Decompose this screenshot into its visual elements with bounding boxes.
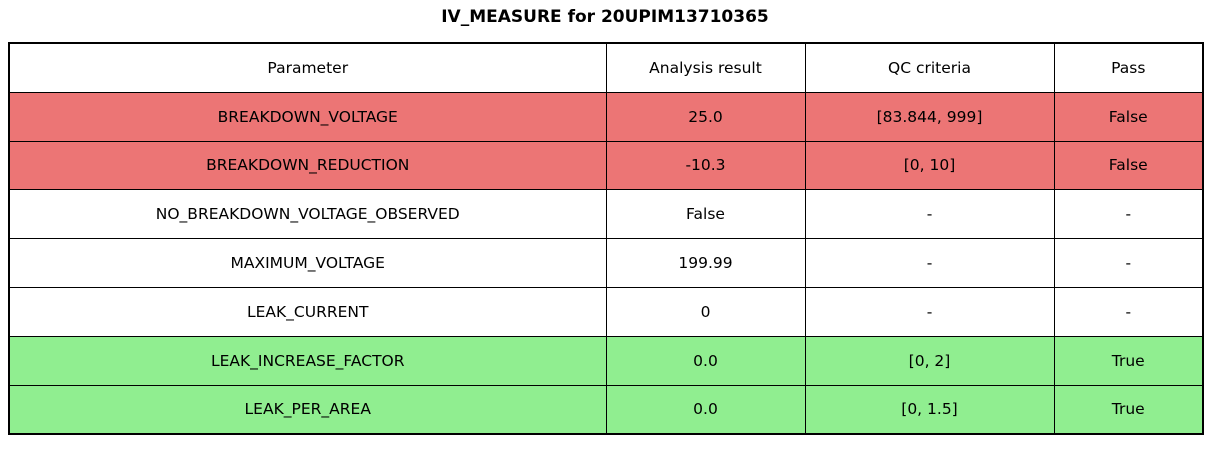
cell-analysis-result: 0.0 [605, 335, 806, 386]
cell-pass: False [1053, 140, 1204, 191]
cell-qc-criteria: [0, 10] [804, 140, 1055, 191]
table-row: NO_BREAKDOWN_VOLTAGE_OBSERVED False - - [8, 189, 1204, 240]
cell-pass: True [1053, 384, 1204, 435]
cell-pass: - [1053, 238, 1204, 288]
cell-qc-criteria: - [804, 238, 1055, 288]
cell-parameter: LEAK_CURRENT [8, 286, 607, 337]
cell-qc-criteria: [0, 2] [804, 335, 1055, 386]
cell-parameter: BREAKDOWN_VOLTAGE [8, 91, 607, 142]
cell-parameter: BREAKDOWN_REDUCTION [8, 140, 607, 191]
cell-pass: False [1053, 91, 1204, 142]
cell-parameter: MAXIMUM_VOLTAGE [8, 238, 607, 288]
column-header-qc-criteria: QC criteria [804, 42, 1055, 93]
cell-parameter: LEAK_PER_AREA [8, 384, 607, 435]
cell-qc-criteria: - [804, 189, 1055, 240]
cell-qc-criteria: [83.844, 999] [804, 91, 1055, 142]
table-row: LEAK_PER_AREA 0.0 [0, 1.5] True [8, 384, 1204, 435]
column-header-pass: Pass [1053, 42, 1204, 93]
cell-pass: - [1053, 189, 1204, 240]
cell-analysis-result: 0 [605, 286, 806, 337]
table-row: LEAK_CURRENT 0 - - [8, 286, 1204, 337]
column-header-parameter: Parameter [8, 42, 607, 93]
figure-title: IV_MEASURE for 20UPIM13710365 [441, 7, 769, 27]
cell-analysis-result: -10.3 [605, 140, 806, 191]
cell-analysis-result: 25.0 [605, 91, 806, 142]
cell-analysis-result: 0.0 [605, 384, 806, 435]
column-header-analysis-result: Analysis result [605, 42, 806, 93]
cell-qc-criteria: [0, 1.5] [804, 384, 1055, 435]
cell-pass: - [1053, 286, 1204, 337]
table-row: MAXIMUM_VOLTAGE 199.99 - - [8, 238, 1204, 288]
table-row: BREAKDOWN_VOLTAGE 25.0 [83.844, 999] Fal… [8, 91, 1204, 142]
header-row: Parameter Analysis result QC criteria Pa… [8, 42, 1204, 93]
table-row: LEAK_INCREASE_FACTOR 0.0 [0, 2] True [8, 335, 1204, 386]
table-row: BREAKDOWN_REDUCTION -10.3 [0, 10] False [8, 140, 1204, 191]
cell-qc-criteria: - [804, 286, 1055, 337]
cell-pass: True [1053, 335, 1204, 386]
cell-parameter: LEAK_INCREASE_FACTOR [8, 335, 607, 386]
cell-parameter: NO_BREAKDOWN_VOLTAGE_OBSERVED [8, 189, 607, 240]
cell-analysis-result: 199.99 [605, 238, 806, 288]
qc-results-table: Parameter Analysis result QC criteria Pa… [8, 42, 1204, 436]
cell-analysis-result: False [605, 189, 806, 240]
